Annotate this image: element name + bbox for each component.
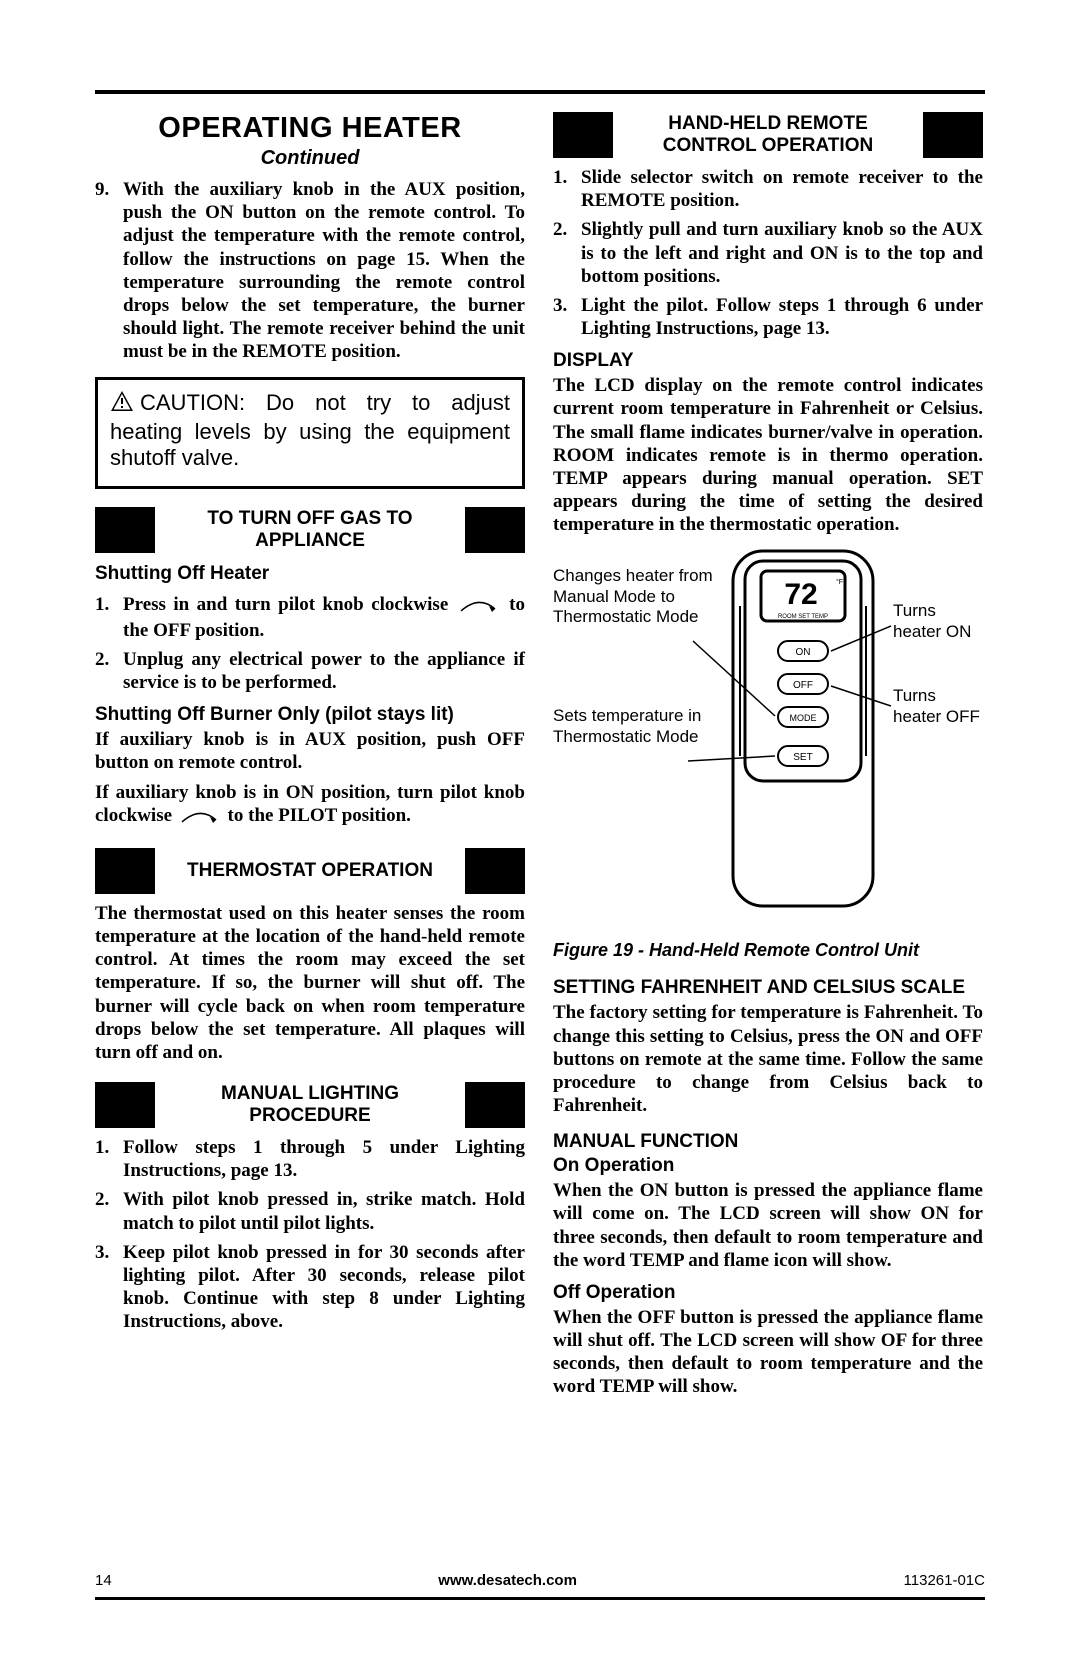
footer: 14 www.desatech.com 113261-01C bbox=[95, 1572, 985, 1589]
bar-block bbox=[465, 507, 525, 553]
bar-block bbox=[95, 1082, 155, 1128]
page-number: 14 bbox=[95, 1572, 112, 1589]
section-bar-remote: HAND-HELD REMOTE CONTROL OPERATION bbox=[553, 112, 983, 158]
list-item: Keep pilot knob pressed in for 30 second… bbox=[95, 1241, 525, 1334]
clockwise-arrow-icon bbox=[180, 807, 220, 830]
section-title-remote: HAND-HELD REMOTE CONTROL OPERATION bbox=[613, 113, 923, 157]
paragraph: If auxiliary knob is in AUX position, pu… bbox=[95, 728, 525, 774]
scale-body: The factory setting for temperature is F… bbox=[553, 1001, 983, 1117]
on-op-heading: On Operation bbox=[553, 1155, 983, 1177]
right-column: HAND-HELD REMOTE CONTROL OPERATION Slide… bbox=[553, 112, 983, 1399]
shut-heater-list: Press in and turn pilot knob clockwise t… bbox=[95, 593, 525, 695]
page-frame: Operating Heater Continued With the auxi… bbox=[95, 90, 985, 1600]
text-italic: Lighting Instructions bbox=[581, 318, 754, 339]
list-item-9: With the auxiliary knob in the AUX posit… bbox=[95, 178, 525, 363]
section-bar-off: TO TURN OFF GAS TO APPLIANCE bbox=[95, 507, 525, 553]
list-item: Light the pilot. Follow steps 1 through … bbox=[553, 294, 983, 340]
bar-block bbox=[553, 112, 613, 158]
text: to the PILOT position. bbox=[223, 805, 411, 826]
figure-caption: Figure 19 - Hand-Held Remote Control Uni… bbox=[553, 940, 983, 961]
sub-shut-burner: Shutting Off Burner Only (pilot stays li… bbox=[95, 704, 525, 726]
section-bar-manual: MANUAL LIGHTING PROCEDURE bbox=[95, 1082, 525, 1128]
manual-list: Follow steps 1 through 5 under Lighting … bbox=[95, 1136, 525, 1333]
leader-lines bbox=[553, 546, 983, 916]
text: Light the pilot. Follow steps 1 through … bbox=[581, 295, 983, 316]
bar-block bbox=[465, 848, 525, 894]
text: , page 13. bbox=[221, 1160, 297, 1181]
footer-url: www.desatech.com bbox=[438, 1572, 577, 1589]
caution-box: CAUTION: Do not try to adjust heating le… bbox=[95, 377, 525, 488]
section-title-manual: MANUAL LIGHTING PROCEDURE bbox=[155, 1083, 465, 1127]
caution-text: CAUTION: Do not try to adjust heating le… bbox=[110, 390, 510, 470]
section-title-off: TO TURN OFF GAS TO APPLIANCE bbox=[155, 508, 465, 552]
doc-number: 113261-01C bbox=[904, 1572, 985, 1589]
list-item: Press in and turn pilot knob clockwise t… bbox=[95, 593, 525, 642]
columns: Operating Heater Continued With the auxi… bbox=[95, 94, 985, 1399]
page-title: Operating Heater bbox=[95, 112, 525, 145]
section-bar-thermo: THERMOSTAT OPERATION bbox=[95, 848, 525, 894]
continued-list: With the auxiliary knob in the AUX posit… bbox=[95, 178, 525, 363]
off-op-body: When the OFF button is pressed the appli… bbox=[553, 1306, 983, 1399]
manual-fn-heading: MANUAL FUNCTION bbox=[553, 1131, 983, 1153]
text: Follow steps 1 through 5 under bbox=[123, 1137, 455, 1158]
text: , page 13. bbox=[754, 318, 830, 339]
continued-label: Continued bbox=[95, 147, 525, 170]
section-title-thermo: THERMOSTAT OPERATION bbox=[155, 860, 465, 882]
on-op-body: When the ON button is pressed the applia… bbox=[553, 1179, 983, 1272]
bar-block bbox=[95, 507, 155, 553]
list-item: Unplug any electrical power to the appli… bbox=[95, 648, 525, 694]
display-heading: DISPLAY bbox=[553, 350, 983, 372]
list-item: Slightly pull and turn auxiliary knob so… bbox=[553, 218, 983, 288]
clockwise-arrow-icon bbox=[459, 596, 499, 619]
off-op-heading: Off Operation bbox=[553, 1282, 983, 1304]
sub-shut-heater: Shutting Off Heater bbox=[95, 563, 525, 585]
list-item: Slide selector switch on remote receiver… bbox=[553, 166, 983, 212]
list-item: With pilot knob pressed in, strike match… bbox=[95, 1188, 525, 1234]
remote-list: Slide selector switch on remote receiver… bbox=[553, 166, 983, 340]
bar-block bbox=[465, 1082, 525, 1128]
display-body: The LCD display on the remote control in… bbox=[553, 374, 983, 536]
scale-heading: SETTING FAHRENHEIT AND CELSIUS SCALE bbox=[553, 977, 983, 999]
remote-figure: Changes heater from Manual Mode to Therm… bbox=[553, 546, 983, 926]
paragraph: If auxiliary knob is in ON position, tur… bbox=[95, 781, 525, 830]
text: Press in and turn pilot knob clockwise bbox=[123, 594, 456, 615]
bar-block bbox=[95, 848, 155, 894]
bar-block bbox=[923, 112, 983, 158]
warning-icon bbox=[110, 390, 134, 418]
list-item: Follow steps 1 through 5 under Lighting … bbox=[95, 1136, 525, 1182]
thermo-body: The thermostat used on this heater sense… bbox=[95, 902, 525, 1064]
left-column: Operating Heater Continued With the auxi… bbox=[95, 112, 525, 1399]
text: , above. bbox=[221, 1311, 283, 1332]
